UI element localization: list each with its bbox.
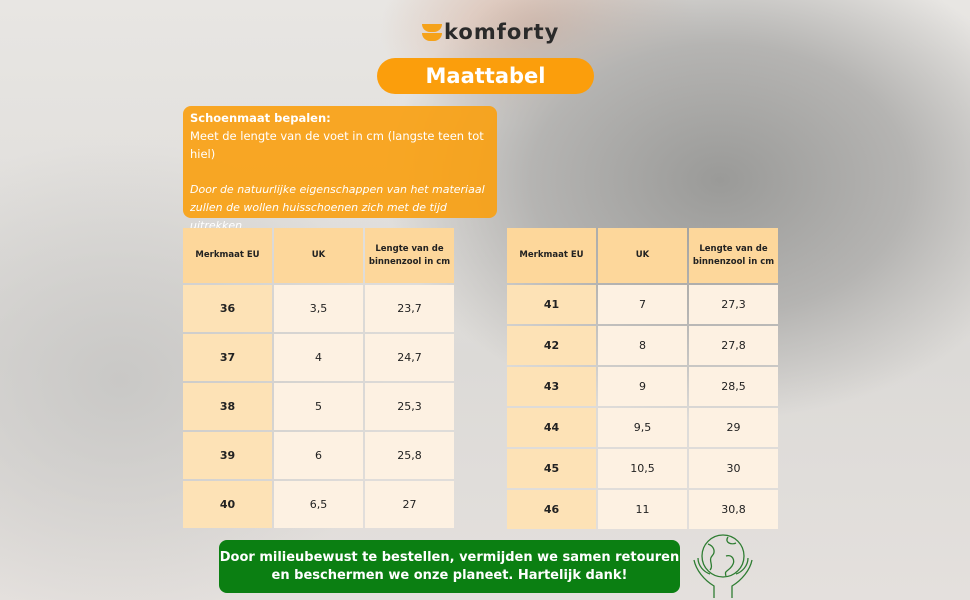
column-header: Lengte van de binnenzool in cm: [689, 228, 778, 283]
eu-size-cell: 36: [183, 285, 272, 332]
insole-length-cell: 23,7: [365, 285, 454, 332]
insole-length-cell: 30: [689, 449, 778, 488]
column-header: UK: [274, 228, 363, 283]
uk-size-cell: 6: [274, 432, 363, 479]
info-text: Meet de lengte van de voet in cm (langst…: [190, 129, 484, 161]
table-row: 41 7 27,3: [507, 285, 778, 324]
uk-size-cell: 11: [598, 490, 687, 529]
uk-size-cell: 8: [598, 326, 687, 365]
size-table-left: Merkmaat EU UK Lengte van de binnenzool in…: [181, 226, 456, 530]
insole-length-cell: 29: [689, 408, 778, 447]
uk-size-cell: 5: [274, 383, 363, 430]
insole-length-cell: 27: [365, 481, 454, 528]
column-header: Merkmaat EU: [183, 228, 272, 283]
uk-size-cell: 9,5: [598, 408, 687, 447]
info-heading: Schoenmaat bepalen:: [190, 111, 331, 125]
eu-size-cell: 37: [183, 334, 272, 381]
globe-in-hands-icon: [693, 534, 753, 598]
column-header: UK: [598, 228, 687, 283]
uk-size-cell: 7: [598, 285, 687, 324]
insole-length-cell: 27,8: [689, 326, 778, 365]
table-row: 45 10,5 30: [507, 449, 778, 488]
insole-length-cell: 25,8: [365, 432, 454, 479]
table-row: 39 6 25,8: [183, 432, 454, 479]
insole-length-cell: 24,7: [365, 334, 454, 381]
eco-message: Door milieubewust te bestellen, vermijde…: [219, 540, 680, 593]
eu-size-cell: 41: [507, 285, 596, 324]
brand-name: komforty: [444, 20, 560, 44]
logo-icon: [422, 22, 442, 42]
uk-size-cell: 4: [274, 334, 363, 381]
uk-size-cell: 6,5: [274, 481, 363, 528]
eu-size-cell: 44: [507, 408, 596, 447]
info-box: Schoenmaat bepalen: Meet de lengte van d…: [183, 106, 497, 232]
eu-size-cell: 45: [507, 449, 596, 488]
table-row: 37 4 24,7: [183, 334, 454, 381]
eu-size-cell: 46: [507, 490, 596, 529]
insole-length-cell: 25,3: [365, 383, 454, 430]
eu-size-cell: 38: [183, 383, 272, 430]
table-row: 36 3,5 23,7: [183, 285, 454, 332]
uk-size-cell: 9: [598, 367, 687, 406]
table-row: 40 6,5 27: [183, 481, 454, 528]
brand-logo: komforty: [422, 20, 559, 44]
size-table-right: Merkmaat EU UK Lengte van de binnenzool in…: [505, 226, 780, 531]
uk-size-cell: 10,5: [598, 449, 687, 488]
insole-length-cell: 27,3: [689, 285, 778, 324]
eu-size-cell: 43: [507, 367, 596, 406]
insole-length-cell: 30,8: [689, 490, 778, 529]
uk-size-cell: 3,5: [274, 285, 363, 332]
page-title: Maattabel: [377, 58, 594, 94]
table-row: 46 11 30,8: [507, 490, 778, 529]
table-row: 42 8 27,8: [507, 326, 778, 365]
column-header: Lengte van de binnenzool in cm: [365, 228, 454, 283]
table-row: 44 9,5 29: [507, 408, 778, 447]
table-row: 43 9 28,5: [507, 367, 778, 406]
column-header: Merkmaat EU: [507, 228, 596, 283]
insole-length-cell: 28,5: [689, 367, 778, 406]
eu-size-cell: 42: [507, 326, 596, 365]
eu-size-cell: 39: [183, 432, 272, 479]
eu-size-cell: 40: [183, 481, 272, 528]
table-row: 38 5 25,3: [183, 383, 454, 430]
